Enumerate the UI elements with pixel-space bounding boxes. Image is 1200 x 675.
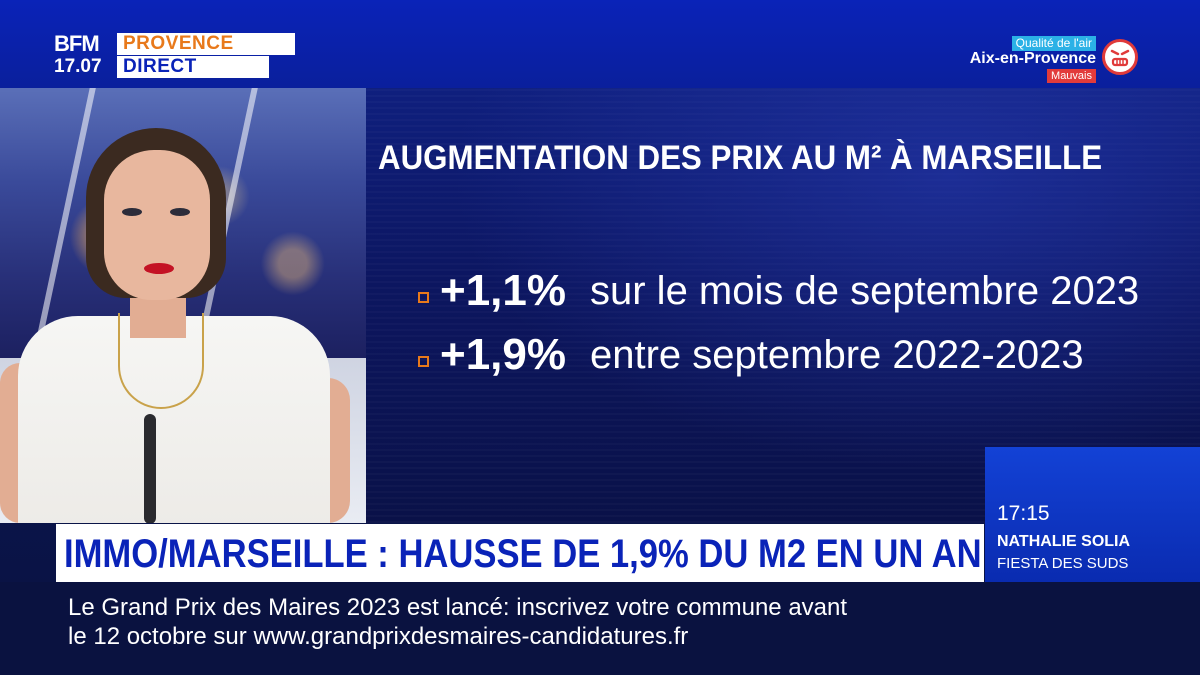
presenter-necklace xyxy=(118,313,204,409)
stat-value: +1,9% xyxy=(440,330,566,379)
angry-face-icon xyxy=(1102,39,1138,75)
eye xyxy=(170,208,190,216)
lips xyxy=(144,263,174,274)
next-program-show: FIESTA DES SUDS xyxy=(997,555,1129,572)
air-quality-label: Qualité de l'air xyxy=(1011,36,1096,51)
presenter-video xyxy=(0,88,366,523)
logo-brand: BFM xyxy=(54,31,100,56)
logo-region: PROVENCE xyxy=(117,33,295,55)
stat-description: sur le mois de septembre 2023 xyxy=(590,269,1140,313)
live-label: DIRECT xyxy=(117,56,269,78)
headline-text: IMMO/MARSEILLE : HAUSSE DE 1,9% DU M2 EN… xyxy=(64,532,982,576)
next-program-presenter: NATHALIE SOLIA xyxy=(997,533,1131,550)
graphic-title: AUGMENTATION DES PRIX AU M² À MARSEILLE xyxy=(378,139,1103,177)
stat-description: entre septembre 2022-2023 xyxy=(590,333,1084,377)
air-quality-city: Aix-en-Provence xyxy=(969,50,1096,67)
logo-clock: 17.07 xyxy=(54,56,102,77)
bullet-square-icon xyxy=(418,356,429,367)
ticker-line: le 12 octobre sur www.grandprixdesmaires… xyxy=(68,623,689,650)
stat-value: +1,1% xyxy=(440,266,566,315)
bullet-square-icon xyxy=(418,292,429,303)
headline-bar xyxy=(56,524,984,582)
air-quality-status: Mauvais xyxy=(1047,69,1096,83)
stat-bullet: +1,9% entre septembre 2022-2023 xyxy=(418,326,1198,386)
air-quality-widget: Qualité de l'air Aix-en-Provence Mauvais xyxy=(964,36,1144,83)
eye xyxy=(122,208,142,216)
news-ticker xyxy=(0,582,1200,675)
next-program-panel xyxy=(985,447,1200,582)
ticker-line: Le Grand Prix des Maires 2023 est lancé:… xyxy=(68,594,848,621)
next-program-time: 17:15 xyxy=(997,502,1050,525)
presenter-face xyxy=(104,150,210,300)
stat-bullet: +1,1% sur le mois de septembre 2023 xyxy=(418,262,1198,322)
microphone xyxy=(144,414,156,523)
